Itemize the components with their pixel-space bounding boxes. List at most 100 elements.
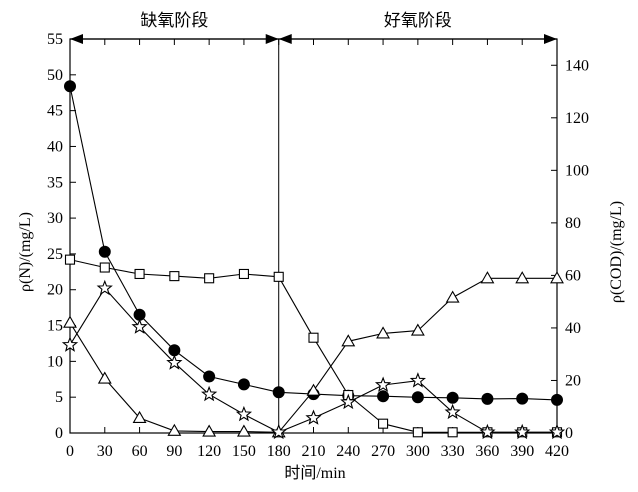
point-filled-circle-10 xyxy=(411,391,424,404)
point-filled-circle-5 xyxy=(237,378,250,391)
point-open-triangle-14 xyxy=(550,271,564,284)
y-left-tick-label-10: 50 xyxy=(47,67,63,84)
point-filled-circle-3 xyxy=(168,344,181,357)
phase-arrowhead-right-1 xyxy=(544,34,557,44)
point-open-star-3 xyxy=(166,354,183,370)
point-open-star-0 xyxy=(61,336,79,352)
point-open-triangle-1 xyxy=(97,371,112,384)
y-left-tick-label-1: 5 xyxy=(55,389,63,406)
point-open-triangle-12 xyxy=(480,271,495,284)
x-tick-label-13: 390 xyxy=(510,443,534,460)
y-left-tick-label-2: 10 xyxy=(47,353,63,370)
point-open-star-5 xyxy=(235,405,253,422)
series-line-open-square xyxy=(69,259,557,433)
point-open-triangle-7 xyxy=(306,383,321,396)
point-filled-circle-6 xyxy=(272,386,285,399)
point-filled-circle-9 xyxy=(377,390,390,403)
point-open-triangle-8 xyxy=(341,334,356,347)
x-tick-label-1: 30 xyxy=(97,443,113,460)
point-open-triangle-5 xyxy=(236,424,251,437)
y-left-tick-label-6: 30 xyxy=(47,210,63,227)
x-tick-label-3: 90 xyxy=(166,443,182,460)
y-axis-label-left: ρ(N)/(mg/L) xyxy=(17,212,34,292)
point-open-star-6 xyxy=(270,423,287,440)
point-open-triangle-4 xyxy=(202,424,217,437)
point-open-square-5 xyxy=(238,268,249,280)
point-open-square-0 xyxy=(64,254,76,265)
x-tick-label-0: 0 xyxy=(66,443,74,460)
x-tick-label-7: 210 xyxy=(302,443,326,460)
point-open-triangle-9 xyxy=(376,326,391,339)
point-filled-circle-1 xyxy=(98,245,111,258)
x-tick-label-4: 120 xyxy=(197,443,221,460)
y-left-tick-label-0: 0 xyxy=(55,425,63,442)
x-tick-label-14: 420 xyxy=(545,443,569,460)
x-axis-label-prefix: 时间 xyxy=(284,463,316,482)
point-open-star-4 xyxy=(201,385,218,402)
y-right-tick-label-6: 120 xyxy=(565,110,589,127)
point-open-star-14 xyxy=(548,423,566,440)
point-open-star-12 xyxy=(479,423,496,440)
point-open-square-6 xyxy=(273,271,284,282)
point-filled-circle-4 xyxy=(203,370,216,383)
x-tick-label-6: 180 xyxy=(267,443,291,460)
x-tick-label-8: 240 xyxy=(336,443,360,460)
point-open-star-2 xyxy=(131,318,148,334)
y-left-tick-label-11: 55 xyxy=(47,31,63,48)
point-open-square-4 xyxy=(204,273,215,284)
y-left-tick-label-9: 45 xyxy=(47,103,63,120)
y-left-tick-label-7: 35 xyxy=(47,174,63,191)
point-open-triangle-2 xyxy=(132,410,147,424)
point-open-square-2 xyxy=(134,268,145,280)
phase-annotations: 缺氧阶段 好氧阶段 xyxy=(70,11,557,433)
y-left-tick-label-4: 20 xyxy=(47,282,63,299)
series xyxy=(61,80,566,440)
point-filled-circle-0 xyxy=(64,80,76,93)
x-axis-label-unit: /min xyxy=(316,465,345,482)
y-left-tick-label-3: 15 xyxy=(47,318,63,335)
point-open-star-9 xyxy=(374,376,392,392)
phase-arrowhead-left-1 xyxy=(278,34,292,44)
point-open-star-11 xyxy=(444,403,461,420)
y-axis-label-right: ρ(COD)/(mg/L) xyxy=(608,201,625,303)
x-tick-label-10: 300 xyxy=(406,443,430,460)
point-open-star-7 xyxy=(305,409,322,425)
point-open-star-10 xyxy=(409,372,426,388)
phase-arrowhead-right-0 xyxy=(265,34,279,44)
point-open-square-7 xyxy=(308,332,319,343)
x-tick-label-12: 360 xyxy=(475,443,499,460)
y-right-tick-label-5: 100 xyxy=(565,162,589,179)
point-filled-circle-14 xyxy=(551,393,563,406)
series-line-filled-circle xyxy=(69,86,558,401)
series-open-triangle xyxy=(63,271,564,438)
y-right-tick-label-3: 60 xyxy=(565,267,581,284)
point-open-square-3 xyxy=(169,271,180,282)
point-open-star-8 xyxy=(340,393,357,410)
y-right-tick-label-2: 40 xyxy=(565,320,581,337)
phase-arrowhead-left-0 xyxy=(70,34,83,44)
x-tick-label-2: 60 xyxy=(132,443,148,460)
point-open-triangle-10 xyxy=(410,323,425,336)
point-filled-circle-11 xyxy=(446,391,459,404)
plot-frame xyxy=(69,38,558,434)
axes: 0 30 60 90 120 150 180 210 240 270 300 330 360 390 420… xyxy=(47,31,589,460)
y-right-tick-label-4: 80 xyxy=(565,215,581,232)
x-tick-label-11: 330 xyxy=(441,443,465,460)
y-right-tick-label-0: 0 xyxy=(565,425,573,442)
point-open-square-10 xyxy=(412,427,423,438)
series-open-star xyxy=(61,279,566,440)
y-left-tick-label-8: 40 xyxy=(47,138,63,155)
y-left-tick-label-5: 25 xyxy=(47,246,63,263)
phase-label-0: 缺氧阶段 xyxy=(140,11,208,31)
point-open-star-13 xyxy=(514,423,531,440)
point-open-square-1 xyxy=(99,262,110,273)
series-filled-circle xyxy=(64,80,563,406)
point-open-triangle-3 xyxy=(167,423,182,436)
point-open-square-9 xyxy=(378,418,389,429)
x-tick-label-9: 270 xyxy=(371,443,395,460)
axis-labels: ρ(N)/(mg/L) ρ(COD)/(mg/L) 时间/min xyxy=(17,201,625,482)
point-open-triangle-11 xyxy=(445,290,460,303)
point-filled-circle-13 xyxy=(516,392,529,405)
x-axis-label: 时间/min xyxy=(284,463,345,482)
